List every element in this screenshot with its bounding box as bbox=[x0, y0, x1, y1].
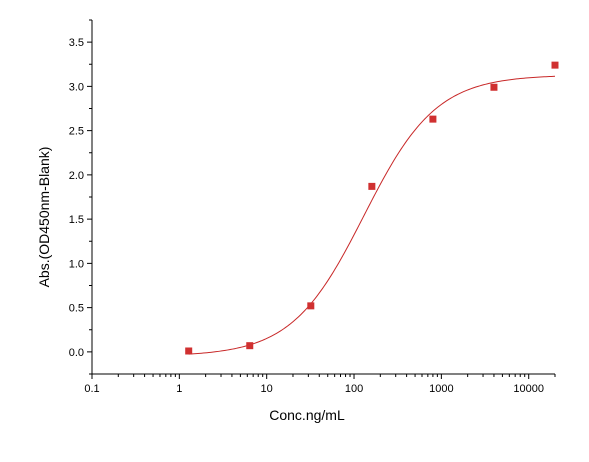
y-tick-label: 1.5 bbox=[69, 214, 84, 226]
y-tick-label: 2.5 bbox=[69, 126, 84, 138]
axes bbox=[91, 20, 555, 375]
y-tick-label: 3.0 bbox=[69, 81, 84, 93]
x-tick-label: 10 bbox=[261, 383, 273, 395]
y-tick-label: 2.0 bbox=[69, 170, 84, 182]
x-axis-title: Conc.ng/mL bbox=[269, 407, 345, 423]
y-axis-title: Abs.(OD450nm-Blank) bbox=[36, 147, 52, 288]
x-axis-ticks: 0.1 1 10 100 1000 10000 bbox=[84, 374, 556, 395]
data-point bbox=[551, 61, 559, 69]
data-point bbox=[185, 347, 193, 355]
x-tick-label: 10000 bbox=[513, 383, 544, 395]
data-point bbox=[246, 342, 254, 350]
y-tick-label: 0.5 bbox=[69, 303, 84, 315]
x-tick-label: 0.1 bbox=[84, 383, 99, 395]
data-point bbox=[307, 302, 315, 310]
data-point bbox=[490, 83, 498, 91]
x-tick-label: 1000 bbox=[429, 383, 453, 395]
x-tick-label: 100 bbox=[345, 383, 363, 395]
data-point bbox=[368, 182, 376, 190]
y-tick-label: 3.5 bbox=[69, 37, 84, 49]
y-tick-label: 0.0 bbox=[69, 347, 84, 359]
data-points bbox=[185, 61, 559, 355]
data-point bbox=[429, 115, 437, 123]
y-axis-ticks: 0.0 0.5 1.0 1.5 2.0 2.5 3.0 3.5 bbox=[69, 19, 92, 375]
x-tick-label: 1 bbox=[176, 383, 182, 395]
y-tick-label: 1.0 bbox=[69, 258, 84, 270]
fit-curve bbox=[188, 75, 556, 355]
